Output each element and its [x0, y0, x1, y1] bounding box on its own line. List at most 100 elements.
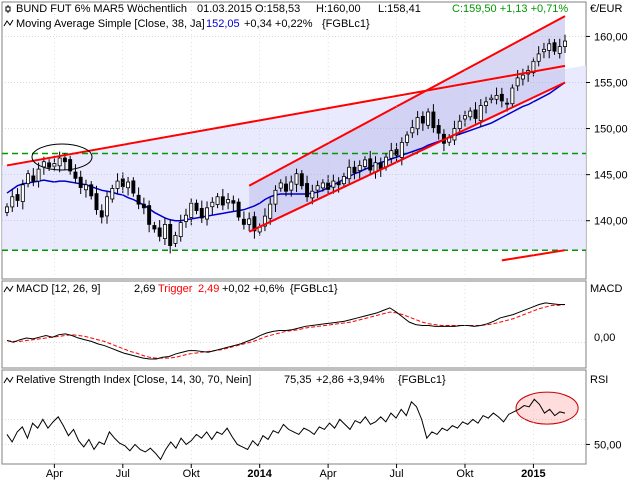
candle-79 — [420, 111, 425, 131]
macd-line — [6, 302, 565, 360]
macd-trigger-value: 2,49 — [198, 283, 219, 295]
price-tick-label-1: 155,00 — [594, 78, 628, 90]
candle-38 — [205, 201, 210, 226]
candle-body — [278, 182, 283, 189]
candle-37 — [199, 200, 204, 224]
candle-body — [131, 180, 136, 194]
candle-16 — [89, 181, 94, 200]
x-tick-label-5: Jul — [390, 468, 404, 480]
candle-94 — [499, 87, 504, 108]
candle-body — [15, 194, 20, 201]
header-high: H:160,00 — [316, 3, 361, 15]
candle-76 — [405, 131, 410, 147]
candle-88 — [468, 107, 473, 121]
candle-body — [484, 101, 489, 106]
candle-body — [410, 127, 415, 134]
candle-56 — [299, 170, 304, 190]
candle-42 — [226, 193, 231, 210]
candle-body — [315, 185, 320, 191]
macd-value: 2,69 — [134, 283, 155, 295]
candle-36 — [194, 199, 199, 215]
price-panel: 160,00 155,00 150,00 145,00 140,00 BUND FUT … — [1, 1, 628, 280]
candle-67 — [357, 160, 362, 179]
candle-body — [399, 141, 404, 158]
candle-105 — [557, 38, 562, 59]
candle-body — [152, 225, 157, 230]
candle-body — [94, 193, 99, 211]
x-tick-label-3: 2014 — [247, 468, 272, 480]
candle-30 — [162, 217, 167, 246]
ma-legend-icon — [3, 19, 14, 27]
candle-body — [141, 203, 146, 209]
candle-89 — [473, 102, 478, 124]
macd-legend: MACD [12, 26, 9] — [16, 283, 100, 295]
price-tick-label-2: 150,00 — [594, 124, 628, 136]
candle-54 — [289, 175, 294, 197]
candle-23 — [126, 176, 131, 196]
candle-body — [52, 163, 57, 167]
candle-25 — [136, 187, 141, 210]
candle-44 — [236, 198, 241, 221]
candle-body — [431, 111, 436, 129]
price-tick-label-0: 160,00 — [594, 31, 628, 43]
candle-4 — [26, 170, 31, 188]
candle-body — [62, 157, 67, 163]
candle-2 — [15, 188, 20, 207]
candle-body — [331, 180, 336, 188]
candle-body — [341, 176, 346, 185]
ma-change: +0,34 +0,22% — [244, 18, 313, 30]
candle-body — [347, 166, 352, 180]
macd-lines-layer — [2, 302, 586, 360]
currency-label: €/EUR — [590, 3, 622, 15]
candle-body — [305, 183, 310, 198]
candle-60 — [320, 179, 325, 192]
candle-body — [241, 218, 246, 225]
instrument-icon — [5, 5, 11, 13]
candle-body — [5, 206, 9, 213]
candle-body — [362, 159, 367, 167]
candle-41 — [220, 188, 225, 211]
candle-body — [405, 134, 410, 143]
candle-body — [262, 215, 267, 227]
candle-21 — [115, 173, 120, 194]
candle-body — [394, 149, 399, 156]
candle-3 — [20, 179, 25, 210]
ma-value: 152,05 — [206, 18, 240, 30]
candle-body — [220, 196, 225, 206]
price-tick-label-4: 140,00 — [594, 216, 628, 228]
candle-19 — [105, 191, 109, 224]
header-close: C:159,50 +1,13 +0,71% — [452, 3, 568, 15]
candle-body — [89, 184, 94, 197]
candle-body — [110, 188, 115, 200]
candle-body — [157, 227, 162, 237]
header-low: L:158,41 — [378, 3, 421, 15]
candle-body — [289, 181, 294, 191]
candle-17 — [94, 185, 99, 215]
instrument-title: BUND FUT 6% MAR5 Wöchentlich — [16, 3, 187, 15]
macd-symbol: {FGBLc1} — [290, 283, 338, 295]
candle-body — [536, 53, 541, 62]
trend-line-2 — [248, 81, 566, 233]
candle-32 — [173, 231, 178, 248]
candle-body — [420, 116, 425, 124]
macd-trigger-change: +0,02 +0,6% — [222, 283, 285, 295]
candle-body — [352, 166, 357, 174]
candle-50 — [268, 197, 273, 225]
candle-body — [499, 93, 504, 102]
x-tick-label-6: Okt — [456, 468, 473, 480]
candle-13 — [73, 164, 78, 184]
rsi-highlight-ellipse — [515, 391, 579, 425]
header-open: O:158,53 — [255, 3, 300, 15]
rsi-legend: Relative Strength Index [Close, 14, 30, … — [16, 374, 251, 386]
candle-14 — [78, 170, 83, 194]
rsi-symbol: {FGBLc1} — [398, 374, 446, 386]
candle-body — [563, 40, 567, 47]
candle-40 — [215, 193, 220, 209]
candle-body — [489, 97, 494, 101]
candle-28 — [152, 221, 157, 233]
candle-body — [557, 46, 562, 54]
candle-43 — [231, 195, 236, 212]
candle-5 — [31, 168, 36, 187]
candle-24 — [131, 177, 136, 197]
